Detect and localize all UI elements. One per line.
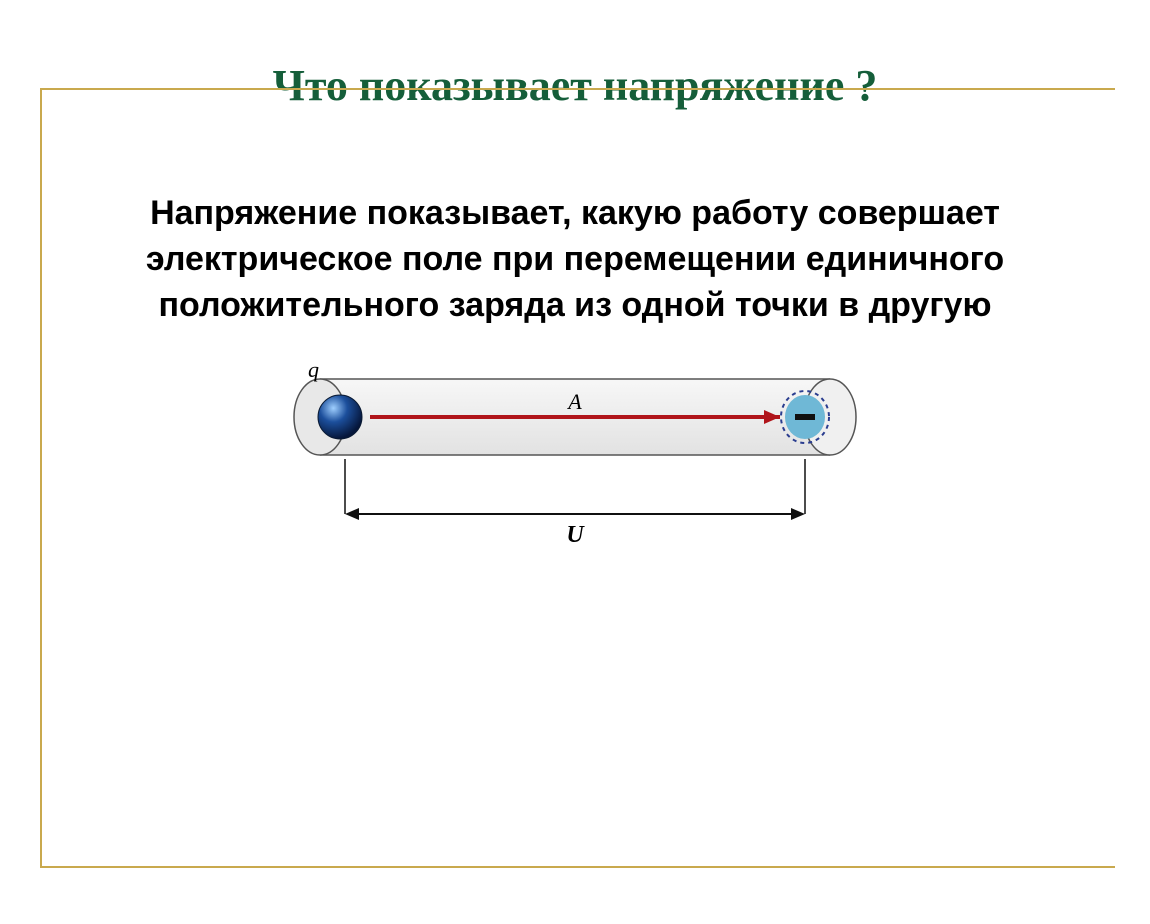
slide-frame (40, 88, 1115, 868)
